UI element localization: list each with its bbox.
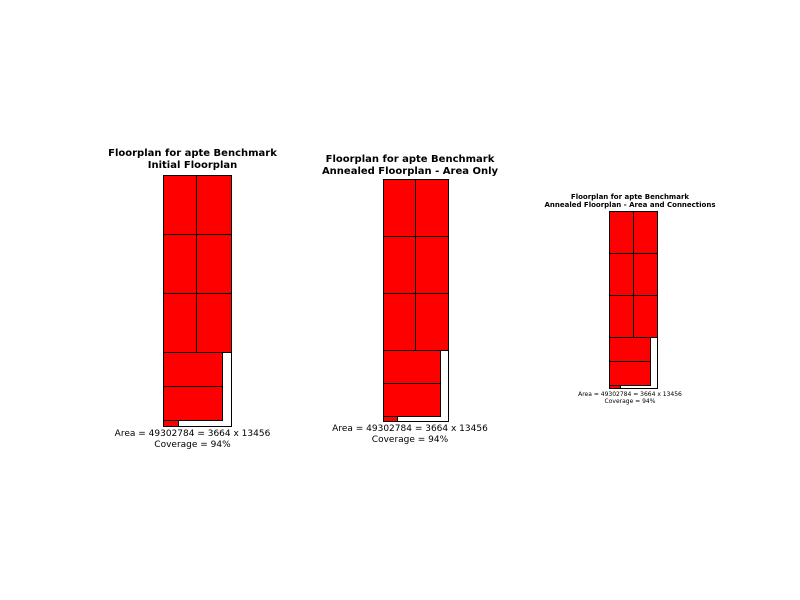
block <box>383 416 398 422</box>
title-line-2: Initial Floorplan <box>147 160 238 171</box>
floorplan-svg <box>609 211 658 389</box>
panel-caption: Area = 49302784 = 3664 x 13456 Coverage … <box>310 424 510 446</box>
block <box>383 350 441 384</box>
panel-caption: Area = 49302784 = 3664 x 13456 Coverage … <box>530 391 730 405</box>
floorplan-svg <box>163 175 232 427</box>
block <box>609 385 621 389</box>
block <box>383 293 416 351</box>
block <box>163 175 197 235</box>
block <box>415 179 449 237</box>
block <box>163 293 197 353</box>
block <box>609 295 634 338</box>
block <box>383 236 416 294</box>
panel-caption: Area = 49302784 = 3664 x 13456 Coverage … <box>95 429 290 451</box>
block <box>609 337 651 362</box>
floorplan-drawing <box>609 211 658 389</box>
area-text: Area = 49302784 = 3664 x 13456 <box>332 424 488 434</box>
block <box>163 234 197 294</box>
block <box>163 420 179 427</box>
title-line-2: Annealed Floorplan - Area and Connection… <box>544 201 716 210</box>
block <box>383 383 441 417</box>
coverage-text: Coverage = 94% <box>154 439 231 450</box>
block <box>633 211 658 254</box>
floorplan-drawing <box>383 179 449 422</box>
title-line-1: Floorplan for apte Benchmark <box>108 148 277 159</box>
panel-title: Floorplan for apte Benchmark Annealed Fl… <box>530 193 730 210</box>
area-text: Area = 49302784 = 3664 x 13456 <box>578 391 682 398</box>
title-line-1: Floorplan for apte Benchmark <box>325 154 495 165</box>
area-text: Area = 49302784 = 3664 x 13456 <box>114 429 271 439</box>
block <box>415 293 449 351</box>
block <box>609 253 634 296</box>
coverage-text: Coverage = 94% <box>371 434 449 445</box>
block <box>383 179 416 237</box>
floorplan-panel-area-and-connections: Floorplan for apte Benchmark Annealed Fl… <box>530 193 730 408</box>
block <box>163 386 223 421</box>
floorplan-drawing <box>163 175 232 427</box>
coverage-text: Coverage = 94% <box>604 398 656 406</box>
panel-title: Floorplan for apte Benchmark Initial Flo… <box>95 148 290 172</box>
block <box>415 236 449 294</box>
block <box>196 293 232 353</box>
title-line-1: Floorplan for apte Benchmark <box>570 193 690 201</box>
block <box>633 253 658 296</box>
floorplan-svg <box>383 179 449 422</box>
title-line-2: Annealed Floorplan - Area Only <box>321 166 499 177</box>
floorplan-panel-area-only: Floorplan for apte Benchmark Annealed Fl… <box>310 154 510 449</box>
floorplan-panel-initial: Floorplan for apte Benchmark Initial Flo… <box>95 148 290 453</box>
block <box>633 295 658 338</box>
block <box>196 234 232 294</box>
block <box>196 175 232 235</box>
panel-title: Floorplan for apte Benchmark Annealed Fl… <box>310 154 510 178</box>
block <box>163 352 223 387</box>
block <box>609 361 651 386</box>
block <box>609 211 634 254</box>
